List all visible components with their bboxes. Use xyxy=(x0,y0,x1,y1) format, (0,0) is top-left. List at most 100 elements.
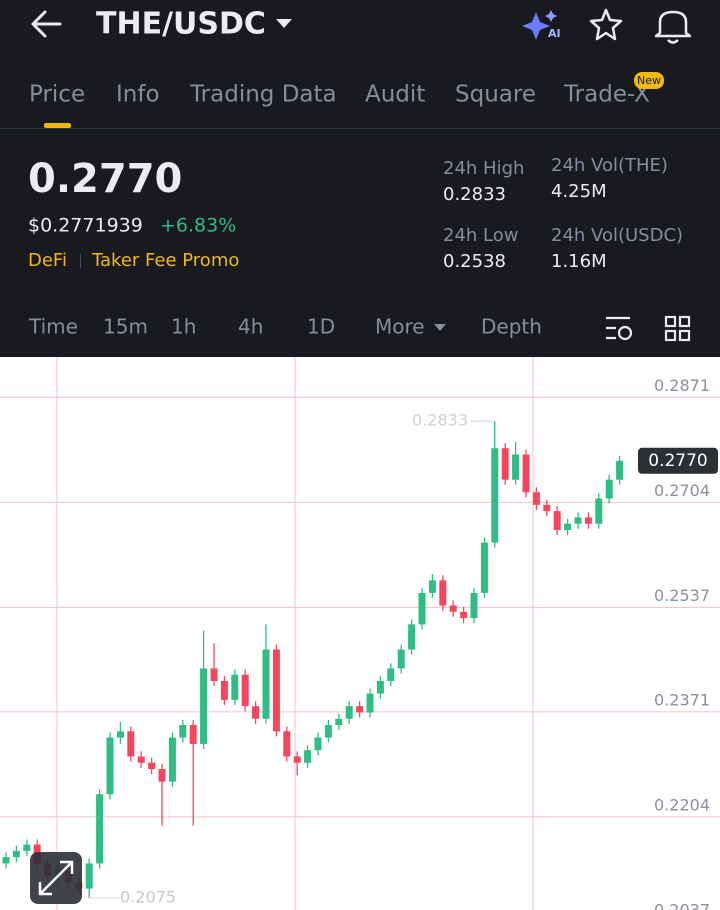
stat-value: 1.16M xyxy=(551,251,607,272)
candle-body xyxy=(491,448,499,543)
high-marker-label: 0.2833 xyxy=(412,411,468,430)
low-marker-label: 0.2075 xyxy=(120,888,176,907)
candle-body xyxy=(148,762,156,770)
y-tick-label: 0.2704 xyxy=(654,481,710,500)
candle-body xyxy=(85,863,93,889)
interval-tab[interactable]: Time xyxy=(28,315,78,339)
candle-body xyxy=(106,737,114,795)
last-price: 0.2770 xyxy=(28,156,182,202)
tab[interactable]: Info xyxy=(116,82,160,108)
y-tick-label: 0.2037 xyxy=(654,900,710,910)
candle-body xyxy=(501,448,509,480)
candle-body xyxy=(512,454,520,480)
tab[interactable]: Trading Data xyxy=(189,82,337,108)
candle-body xyxy=(231,674,239,700)
candle-body xyxy=(439,580,447,606)
candle-body xyxy=(616,460,624,480)
interval-tab[interactable]: More xyxy=(375,315,425,339)
tab[interactable]: Price xyxy=(29,82,85,108)
more-caret[interactable] xyxy=(434,324,446,331)
ai-badge: AI xyxy=(548,27,561,40)
candle-body xyxy=(335,718,343,726)
chart-bg xyxy=(0,357,720,910)
candle-body xyxy=(553,511,561,531)
stat-label: 24h Vol(USDC) xyxy=(551,225,683,246)
layout-button[interactable] xyxy=(664,315,691,342)
tab[interactable]: Audit xyxy=(365,82,425,108)
candle-body xyxy=(168,737,176,782)
y-tick-label: 0.2537 xyxy=(654,586,710,605)
tag-separator xyxy=(80,254,81,268)
badge-bg xyxy=(634,72,664,89)
interval-tab[interactable]: 1h xyxy=(171,315,196,339)
candle-body xyxy=(220,680,228,700)
candle-body xyxy=(397,649,405,669)
candle-body xyxy=(428,580,436,593)
last-price-tag xyxy=(638,447,718,474)
candle-body xyxy=(12,850,20,858)
candle-body xyxy=(23,844,31,851)
stat-value: 4.25M xyxy=(551,181,607,202)
candle-body xyxy=(137,756,145,763)
candle-body xyxy=(283,731,291,757)
header-bg xyxy=(0,0,720,357)
y-tick-label: 0.2204 xyxy=(654,795,710,814)
stat-label: 24h High xyxy=(443,158,524,179)
notification-button[interactable] xyxy=(654,10,692,44)
tab-indicator xyxy=(44,123,71,128)
candle-body xyxy=(522,454,530,493)
tag[interactable]: DeFi xyxy=(28,250,67,271)
interval-tab[interactable]: 4h xyxy=(238,315,263,339)
candle-body xyxy=(2,857,10,864)
stat-label: 24h Vol(THE) xyxy=(551,155,668,176)
indicator-button[interactable] xyxy=(606,316,633,341)
price-change: +6.83% xyxy=(160,215,236,237)
fullscreen-button[interactable] xyxy=(30,852,82,904)
candle-body xyxy=(564,523,572,531)
candle-body xyxy=(293,756,301,763)
candle-body xyxy=(480,542,488,593)
candle-body xyxy=(470,592,478,619)
interval-tab[interactable]: 15m xyxy=(103,315,148,339)
ai-button[interactable]: AI xyxy=(522,10,561,40)
candle-body xyxy=(366,693,374,713)
back-button[interactable] xyxy=(31,10,62,38)
badge: New xyxy=(637,74,661,87)
candle-body xyxy=(189,725,197,744)
interval-tab[interactable]: 1D xyxy=(307,315,335,339)
stat-value: 0.2833 xyxy=(443,184,506,205)
candle-body xyxy=(116,731,124,738)
candle-body xyxy=(356,706,364,713)
candle-body xyxy=(418,592,426,625)
candle-body xyxy=(387,668,395,681)
candle-body xyxy=(304,750,312,763)
tab[interactable]: Trade-X xyxy=(563,82,650,108)
candle-body xyxy=(605,479,613,499)
candle-body xyxy=(460,611,468,619)
candle-body xyxy=(158,769,166,782)
candle-body xyxy=(262,649,270,719)
candle-body xyxy=(241,674,249,707)
pair-title[interactable]: THE/USDC xyxy=(96,7,266,42)
last-price-label: 0.2770 xyxy=(648,451,707,471)
candle-body xyxy=(345,706,353,719)
candle-body xyxy=(324,725,332,738)
candle-body xyxy=(449,605,457,612)
candle-body xyxy=(574,517,582,524)
pair-caret[interactable] xyxy=(276,19,292,28)
candle-body xyxy=(272,649,280,732)
tab[interactable]: Square xyxy=(455,82,536,108)
interval-tab[interactable]: Depth xyxy=(481,315,542,339)
candle-body xyxy=(314,737,322,751)
tag[interactable]: Taker Fee Promo xyxy=(91,250,239,271)
candle-body xyxy=(543,504,551,512)
candle-body xyxy=(584,517,592,524)
candle-body xyxy=(210,668,218,681)
candle-body xyxy=(376,680,384,694)
candle-body xyxy=(179,725,187,738)
favorite-button[interactable] xyxy=(589,8,623,41)
candle-body xyxy=(408,624,416,650)
fiat-price: $0.2771939 xyxy=(28,215,143,237)
candle-body xyxy=(96,794,104,864)
candle-body xyxy=(252,706,260,719)
